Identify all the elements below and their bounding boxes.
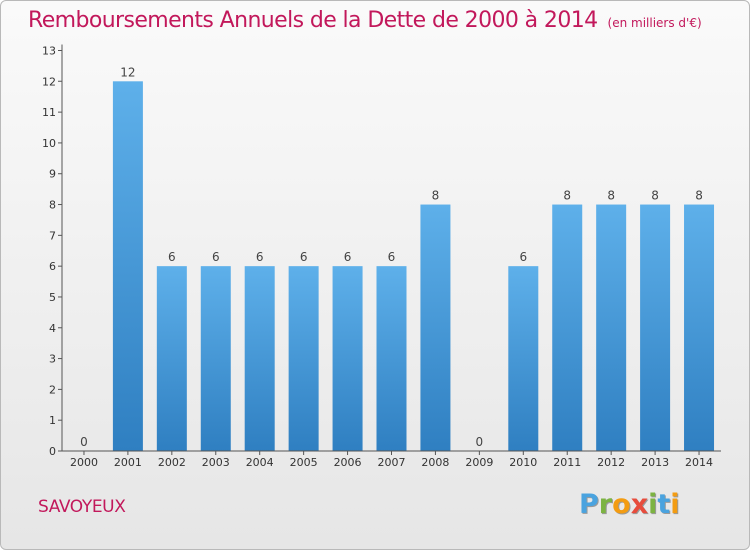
bar xyxy=(244,266,275,451)
bar xyxy=(156,266,187,451)
x-tick-label: 2001 xyxy=(114,456,142,469)
data-label: 8 xyxy=(651,189,659,203)
logo-letter: t xyxy=(657,489,671,520)
y-tick-label: 11 xyxy=(42,106,56,119)
x-tick-label: 2006 xyxy=(334,456,362,469)
bar xyxy=(508,266,539,451)
bar xyxy=(112,81,143,452)
logo-letter: i xyxy=(648,489,658,520)
bar xyxy=(200,266,231,451)
logo-letter: P xyxy=(579,489,599,520)
data-label: 6 xyxy=(168,250,176,264)
data-label: 6 xyxy=(344,250,352,264)
x-tick-label: 2014 xyxy=(685,456,713,469)
data-label: 6 xyxy=(300,250,308,264)
x-tick-label: 2005 xyxy=(290,456,318,469)
data-label: 6 xyxy=(256,250,264,264)
x-tick-label: 2008 xyxy=(421,456,449,469)
data-label: 6 xyxy=(519,250,527,264)
data-label: 0 xyxy=(80,435,88,449)
bar xyxy=(420,204,451,451)
bar xyxy=(684,204,715,451)
data-label: 6 xyxy=(388,250,396,264)
y-tick-label: 2 xyxy=(49,383,56,396)
x-tick-label: 2013 xyxy=(641,456,669,469)
commune-name: SAVOYEUX xyxy=(38,497,126,517)
x-tick-label: 2012 xyxy=(597,456,625,469)
data-label: 0 xyxy=(476,435,484,449)
title-text: Remboursements Annuels de la Dette de 20… xyxy=(28,8,598,33)
logo-letter: r xyxy=(598,489,613,520)
x-tick-label: 2007 xyxy=(378,456,406,469)
y-tick-label: 13 xyxy=(42,45,56,58)
y-tick-label: 6 xyxy=(49,260,56,273)
x-tick-label: 2011 xyxy=(553,456,581,469)
x-tick-label: 2009 xyxy=(465,456,493,469)
logo-letter: x xyxy=(630,489,649,520)
bar xyxy=(376,266,407,451)
y-tick-label: 10 xyxy=(42,137,56,150)
bar xyxy=(596,204,627,451)
data-label: 8 xyxy=(563,189,571,203)
x-tick-label: 2010 xyxy=(509,456,537,469)
bar xyxy=(640,204,671,451)
y-tick-label: 7 xyxy=(49,229,56,242)
y-tick-label: 9 xyxy=(49,168,56,181)
bar xyxy=(288,266,319,451)
y-tick-label: 8 xyxy=(49,199,56,212)
x-tick-label: 2002 xyxy=(158,456,186,469)
data-label: 8 xyxy=(607,189,615,203)
logo-letter: o xyxy=(612,489,631,520)
logo-letter: i xyxy=(670,489,680,520)
y-tick-label: 3 xyxy=(49,353,56,366)
data-label: 8 xyxy=(695,189,703,203)
x-tick-label: 2003 xyxy=(202,456,230,469)
chart-title: Remboursements Annuels de la Dette de 20… xyxy=(28,8,702,33)
y-tick-label: 1 xyxy=(49,414,56,427)
data-label: 6 xyxy=(212,250,220,264)
proxiti-logo: Proxiti xyxy=(579,489,680,520)
y-tick-label: 5 xyxy=(49,291,56,304)
y-tick-label: 4 xyxy=(49,322,56,335)
title-unit: (en milliers d'€) xyxy=(607,16,702,30)
y-tick-label: 0 xyxy=(49,445,56,458)
bar xyxy=(552,204,583,451)
x-tick-label: 2004 xyxy=(246,456,274,469)
data-label: 12 xyxy=(120,65,135,79)
bar xyxy=(332,266,363,451)
x-tick-label: 2000 xyxy=(70,456,98,469)
data-label: 8 xyxy=(432,189,440,203)
y-tick-label: 12 xyxy=(42,75,56,88)
